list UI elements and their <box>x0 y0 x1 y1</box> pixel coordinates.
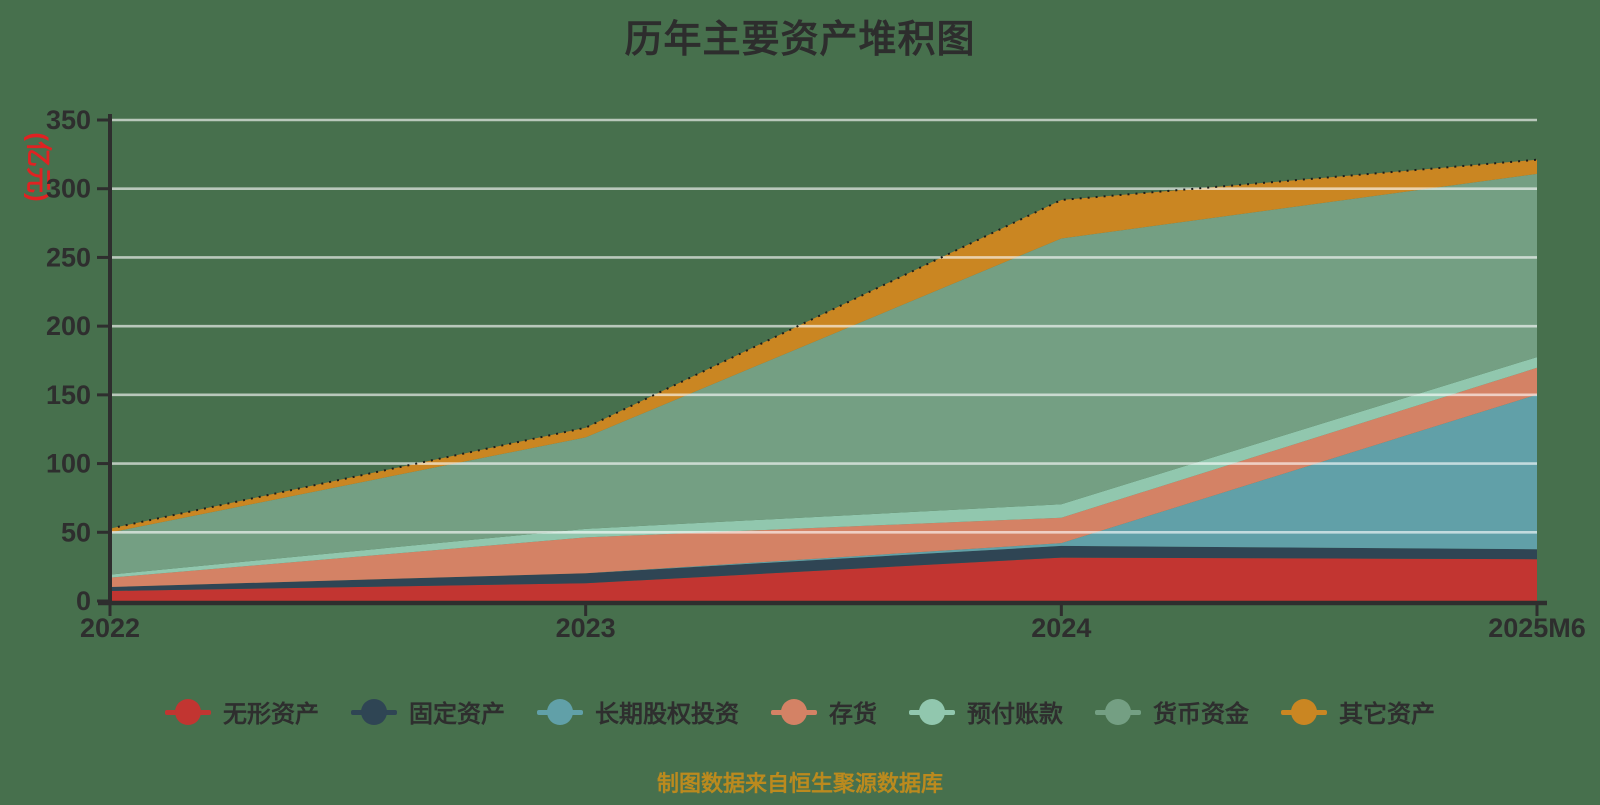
x-tick-label: 2023 <box>556 613 616 643</box>
y-tick-label: 50 <box>61 517 91 547</box>
legend-dot-icon <box>1105 698 1131 725</box>
legend-item[interactable]: 货币资金 <box>1095 694 1249 729</box>
legend-label: 长期股权投资 <box>595 701 739 728</box>
legend-line-dot-icon <box>909 698 955 725</box>
legend-item[interactable]: 长期股权投资 <box>537 694 739 729</box>
legend-label: 存货 <box>829 701 877 728</box>
legend-label: 无形资产 <box>223 701 319 728</box>
area-series-4 <box>110 367 1537 587</box>
legend-dot-icon <box>547 698 573 725</box>
legend-label: 预付账款 <box>967 701 1063 728</box>
legend-item[interactable]: 固定资产 <box>351 694 505 729</box>
legend-line-dot-icon <box>1281 698 1327 725</box>
legend-item[interactable]: 存货 <box>771 694 877 729</box>
y-tick-label: 300 <box>46 174 91 204</box>
chart-legend: 无形资产 固定资产 长期股权投资 存货 预付账款 货币资金 其它资产 <box>0 694 1600 729</box>
area-series-6 <box>110 173 1537 575</box>
y-tick-label: 250 <box>46 242 91 272</box>
legend-item[interactable]: 其它资产 <box>1281 694 1435 729</box>
legend-dot-icon <box>919 698 945 725</box>
legend-dot-icon <box>175 698 201 725</box>
area-series-2 <box>110 545 1537 591</box>
legend-label: 货币资金 <box>1153 701 1249 728</box>
legend-dot-icon <box>781 698 807 725</box>
legend-label: 其它资产 <box>1339 701 1435 728</box>
legend-item[interactable]: 无形资产 <box>165 694 319 729</box>
legend-line-dot-icon <box>771 698 817 725</box>
y-tick-label: 100 <box>46 449 91 479</box>
legend-line-dot-icon <box>1095 698 1141 725</box>
legend-line-dot-icon <box>165 698 211 725</box>
area-series-3 <box>110 394 1537 587</box>
x-tick-label: 2025M6 <box>1488 613 1586 643</box>
y-tick-label: 150 <box>46 380 91 410</box>
area-series-1 <box>110 557 1537 601</box>
y-tick-label: 350 <box>46 105 91 135</box>
legend-item[interactable]: 预付账款 <box>909 694 1063 729</box>
legend-label: 固定资产 <box>409 701 505 728</box>
legend-dot-icon <box>1291 698 1317 725</box>
page-title: 历年主要资产堆积图 <box>624 19 976 61</box>
legend-dot-icon <box>361 698 387 725</box>
x-tick-label: 2022 <box>80 613 140 643</box>
data-source-note: 制图数据来自恒生聚源数据库 <box>656 771 943 796</box>
legend-line-dot-icon <box>351 698 397 725</box>
legend-line-dot-icon <box>537 698 583 725</box>
y-tick-label: 200 <box>46 311 91 341</box>
x-tick-label: 2024 <box>1031 613 1091 643</box>
y-tick-label: 0 <box>76 586 91 616</box>
